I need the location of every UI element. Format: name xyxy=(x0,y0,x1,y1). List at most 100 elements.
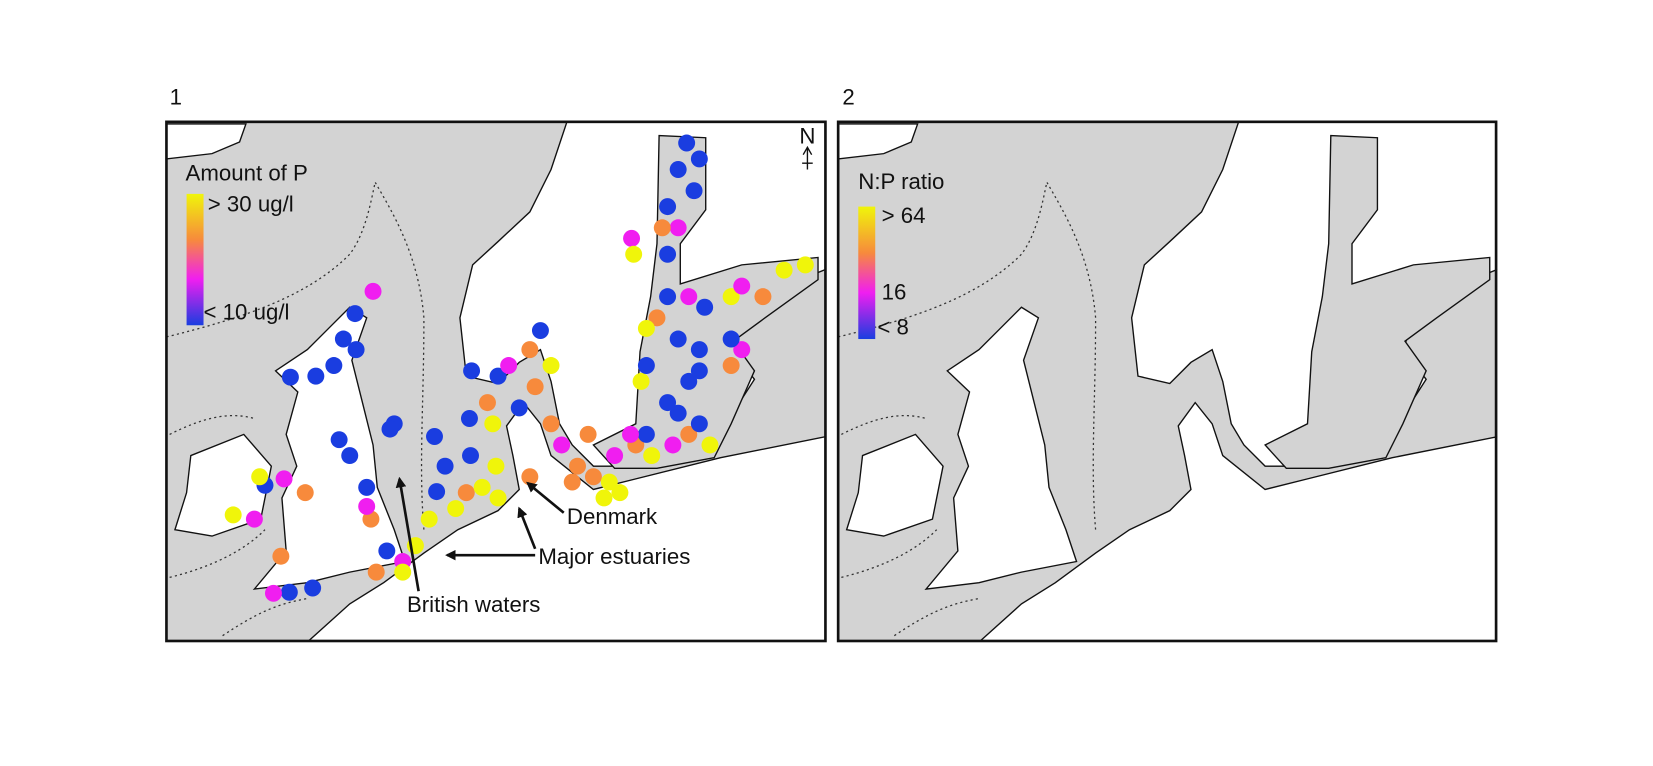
annotation: British waters xyxy=(407,592,540,617)
station-dot xyxy=(489,367,507,385)
station-dot xyxy=(563,473,581,491)
arrow xyxy=(395,476,420,592)
color-ramp xyxy=(186,193,204,326)
station-dot xyxy=(307,367,325,385)
panel-1: 1 Amount of P > 30 ug/l < 10 ug/l N Denm… xyxy=(165,84,827,643)
station-dot xyxy=(669,219,687,237)
station-dot xyxy=(622,425,639,443)
station-dot xyxy=(330,431,348,449)
station-dot xyxy=(625,245,643,263)
station-dot xyxy=(358,478,376,496)
station-dot xyxy=(680,288,698,306)
station-dot xyxy=(1585,516,1602,533)
station-dot xyxy=(690,415,708,433)
station-dot xyxy=(251,468,269,486)
station-dot xyxy=(1553,617,1570,634)
station-dot xyxy=(637,425,655,443)
legend-low: < 8 xyxy=(877,314,909,339)
station-dot xyxy=(489,489,507,507)
station-dot xyxy=(296,484,314,502)
station-dot xyxy=(346,305,364,323)
station-dot xyxy=(701,436,719,454)
station-dot xyxy=(1617,384,1634,401)
station-dot xyxy=(428,483,446,501)
station-dot xyxy=(1622,350,1639,367)
station-dot xyxy=(500,357,518,374)
station-dot xyxy=(637,357,655,374)
station-dot xyxy=(462,447,479,465)
panel-frame xyxy=(165,120,827,643)
station-dot xyxy=(680,372,698,390)
station-dot xyxy=(659,198,677,216)
station-dot xyxy=(733,341,751,359)
station-dot xyxy=(542,357,560,374)
station-dot xyxy=(690,341,708,359)
station-dot xyxy=(678,134,696,152)
station-dot xyxy=(510,399,528,417)
station-dot xyxy=(1617,548,1634,565)
station-dot xyxy=(531,322,549,340)
legend-mid: 16 xyxy=(882,279,907,304)
station-dot xyxy=(420,510,438,528)
station-dot xyxy=(623,229,641,247)
panel-label: 2 xyxy=(842,84,854,109)
station-dot xyxy=(569,457,586,475)
station-dot xyxy=(584,468,602,486)
station-dot xyxy=(664,436,682,454)
station-dot xyxy=(325,357,343,374)
panel-frame xyxy=(836,120,1498,643)
station-dot xyxy=(606,447,624,465)
station-dot xyxy=(484,415,502,433)
station-dot xyxy=(1622,399,1639,416)
station-dot xyxy=(447,500,465,518)
station-dot xyxy=(367,563,385,581)
color-ramp xyxy=(858,206,876,340)
station-dot xyxy=(281,368,299,386)
station-dot xyxy=(275,470,293,488)
station-dot xyxy=(463,362,481,380)
station-dot xyxy=(457,484,475,502)
legend-high: > 64 xyxy=(882,203,926,228)
station-dot xyxy=(304,579,322,597)
station-dot xyxy=(595,489,613,507)
station-dot xyxy=(1601,590,1618,607)
station-dot xyxy=(600,473,618,491)
legend-low: < 10 ug/l xyxy=(204,299,290,324)
station-dot xyxy=(733,277,751,295)
station-dot xyxy=(669,161,687,178)
station-dot xyxy=(334,330,352,348)
station-dot xyxy=(521,468,539,486)
station-dot xyxy=(378,542,396,560)
legend-title: Amount of P xyxy=(186,161,308,186)
station-dot xyxy=(669,404,687,422)
station-dot xyxy=(648,309,666,327)
station-dot xyxy=(1580,495,1597,512)
north-arrow xyxy=(802,145,813,170)
panel-2: 2 N:P ratio > 64 16 < 8 xyxy=(836,84,1653,643)
station-dot xyxy=(347,341,365,359)
basemap xyxy=(838,121,1498,641)
station-dot xyxy=(696,298,714,316)
legend-title: N:P ratio xyxy=(858,169,944,194)
station-dot xyxy=(611,484,629,502)
station-dot xyxy=(364,282,382,300)
station-dot xyxy=(553,436,571,454)
station-dot xyxy=(1606,495,1623,512)
panel-label: 1 xyxy=(170,84,182,109)
station-dot xyxy=(526,378,544,396)
station-dot xyxy=(659,288,677,306)
station-dot xyxy=(796,256,814,274)
station-dot xyxy=(690,362,708,380)
station-dot xyxy=(245,510,263,528)
station-dot xyxy=(637,319,655,337)
station-dot xyxy=(1622,474,1639,491)
station-dot xyxy=(394,563,412,581)
arrow xyxy=(526,481,565,514)
station-dot xyxy=(659,245,677,263)
annotation: Denmark xyxy=(567,504,658,529)
station-dot xyxy=(1643,474,1653,491)
station-dot xyxy=(381,420,399,438)
station-dot xyxy=(775,261,793,279)
station-dot xyxy=(722,330,740,348)
